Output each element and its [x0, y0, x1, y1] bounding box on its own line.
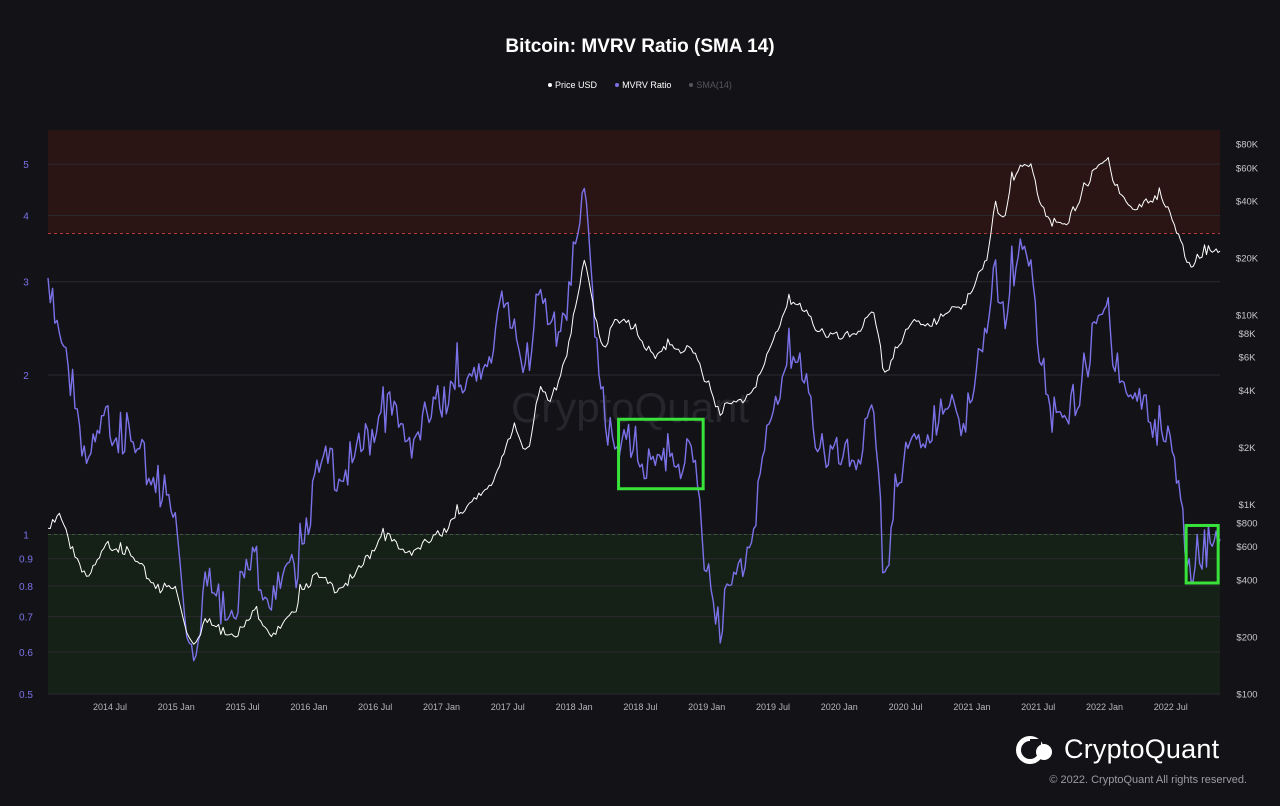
left-axis-tick-label: 0.7 — [19, 613, 33, 624]
overvalued-zone — [48, 130, 1220, 234]
right-axis-tick-label: $600 — [1236, 542, 1257, 553]
cryptoquant-logo-icon — [1016, 735, 1052, 764]
x-axis-tick-label: 2021 Jul — [1021, 702, 1055, 712]
legend-label-sma: SMA(14) — [696, 80, 732, 90]
x-axis-tick-label: 2014 Jul — [93, 702, 127, 712]
legend-item-sma[interactable]: SMA(14) — [689, 80, 732, 90]
right-axis-tick-label: $100 — [1236, 690, 1257, 701]
x-axis-tick-label: 2018 Jul — [623, 702, 657, 712]
price-usd-line — [47, 157, 1221, 645]
left-axis-tick-label: 5 — [23, 160, 29, 171]
legend-item-price[interactable]: Price USD — [548, 80, 597, 90]
left-axis-tick-label: 0.9 — [19, 555, 33, 566]
right-axis-tick-label: $800 — [1236, 518, 1257, 529]
left-axis-tick-label: 1 — [23, 531, 29, 542]
legend-label-mvrv: MVRV Ratio — [622, 80, 672, 90]
left-axis-tick-label: 0.5 — [19, 690, 33, 701]
right-axis-tick-label: $2K — [1239, 443, 1257, 454]
left-axis-tick-label: 4 — [23, 212, 29, 223]
right-axis-tick-label: $1K — [1239, 500, 1257, 511]
chart-title: Bitcoin: MVRV Ratio (SMA 14) — [505, 36, 775, 57]
x-axis-tick-label: 2022 Jul — [1154, 702, 1188, 712]
x-axis-tick-label: 2017 Jul — [491, 702, 525, 712]
brand-logo: CryptoQuant — [1016, 734, 1219, 765]
right-axis-tick-label: $20K — [1236, 254, 1259, 265]
x-axis-tick-label: 2019 Jul — [756, 702, 790, 712]
left-axis-tick-label: 0.8 — [19, 582, 33, 593]
left-axis-tick-label: 2 — [23, 371, 29, 382]
right-axis-tick-label: $6K — [1239, 353, 1257, 364]
watermark-text: CryptoQuant — [511, 384, 749, 431]
undervalued-zone — [48, 534, 1220, 694]
copyright-text: © 2022. CryptoQuant All rights reserved. — [1049, 774, 1247, 786]
legend-dot-price — [548, 83, 553, 87]
brand-name: CryptoQuant — [1064, 734, 1220, 764]
right-axis-tick-label: $80K — [1236, 140, 1259, 151]
right-axis-tick-label: $8K — [1239, 329, 1257, 340]
mvrv-ratio-line — [47, 187, 1221, 662]
right-axis-tick-label: $4K — [1239, 386, 1257, 397]
x-axis-tick-label: 2015 Jul — [226, 702, 260, 712]
legend-dot-mvrv — [615, 83, 620, 87]
x-axis-tick-label: 2018 Jan — [556, 702, 593, 712]
right-axis-tick-label: $400 — [1236, 575, 1257, 586]
x-axis-tick-label: 2020 Jan — [821, 702, 858, 712]
legend-label-price: Price USD — [555, 80, 598, 90]
highlight-box-1 — [617, 417, 705, 491]
right-axis-tick-label: $40K — [1236, 197, 1259, 208]
x-axis-tick-label: 2015 Jan — [158, 702, 195, 712]
x-axis-tick-label: 2022 Jan — [1086, 702, 1123, 712]
chart-legend: Price USD MVRV Ratio SMA(14) — [0, 80, 1280, 90]
x-axis-tick-label: 2019 Jan — [688, 702, 725, 712]
x-axis-tick-label: 2016 Jan — [290, 702, 327, 712]
right-axis-tick-label: $200 — [1236, 632, 1257, 643]
left-axis-tick-label: 3 — [23, 278, 29, 289]
legend-item-mvrv[interactable]: MVRV Ratio — [615, 80, 671, 90]
right-axis-tick-label: $10K — [1236, 311, 1259, 322]
x-axis-tick-label: 2016 Jul — [358, 702, 392, 712]
x-axis-tick-label: 2021 Jan — [953, 702, 990, 712]
highlight-box-2 — [1184, 523, 1220, 585]
legend-dot-sma — [689, 83, 694, 87]
x-axis-tick-label: 2020 Jul — [889, 702, 923, 712]
left-axis-tick-label: 0.6 — [19, 648, 33, 659]
right-axis-tick-label: $60K — [1236, 163, 1259, 174]
x-axis-tick-label: 2017 Jan — [423, 702, 460, 712]
